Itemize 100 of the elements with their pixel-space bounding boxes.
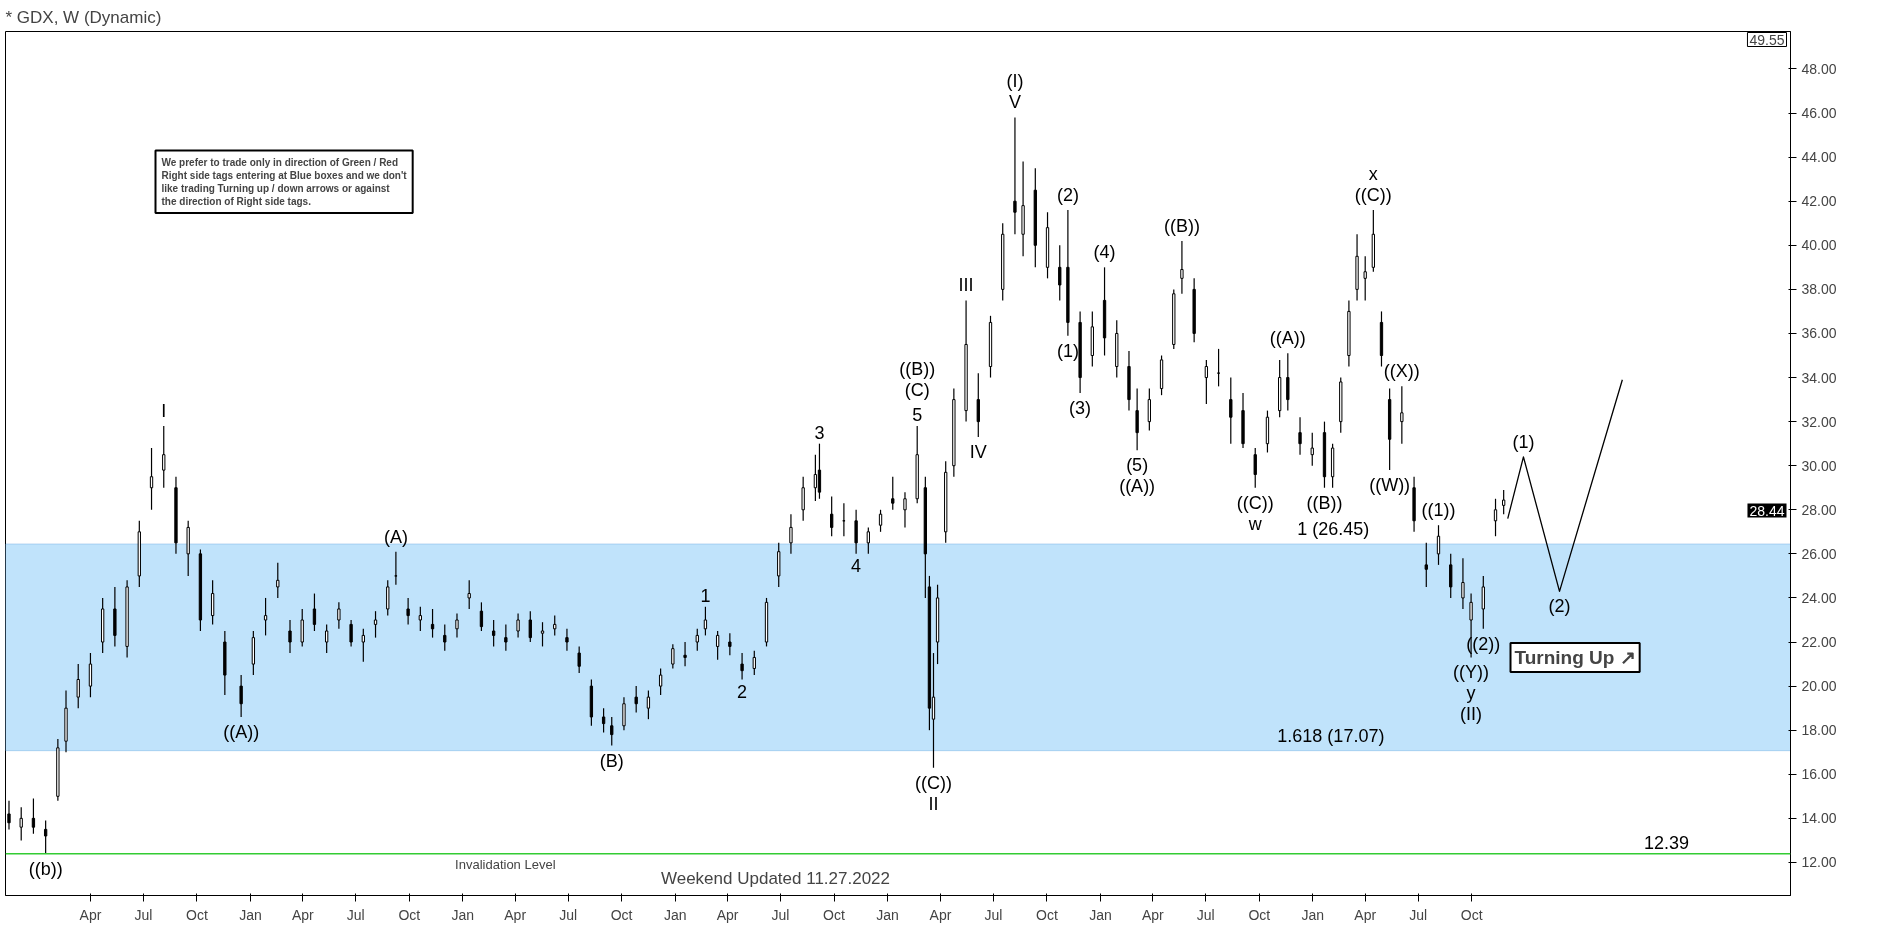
candlestick xyxy=(300,608,304,648)
x-tick-label: Jul xyxy=(134,906,153,923)
candlestick xyxy=(903,491,907,529)
y-tick-label: 16.00 xyxy=(1801,766,1837,783)
candlestick xyxy=(728,632,732,656)
candlestick xyxy=(1449,553,1453,599)
y-tick-label: 32.00 xyxy=(1801,413,1837,430)
annotation: 1 (26.45) xyxy=(1297,518,1370,539)
x-tick-label: Apr xyxy=(716,906,739,923)
y-tick-label: 30.00 xyxy=(1801,457,1837,474)
x-tick-label: Oct xyxy=(186,906,208,923)
candlestick xyxy=(1229,376,1233,445)
candlestick xyxy=(565,628,569,652)
candlestick xyxy=(1180,240,1184,295)
candlestick xyxy=(43,819,48,855)
candlestick xyxy=(817,443,822,500)
x-tick-label: Oct xyxy=(1036,906,1058,923)
candlestick xyxy=(671,643,675,670)
candlestick xyxy=(276,562,280,599)
annotation: We prefer to trade only in direction of Green / Red Right side tags entering at Blue boxes and we don't like trading Turning up / down arrows or against the direction of Right side tags. xyxy=(161,156,408,208)
candlestick xyxy=(646,689,651,720)
x-tick-label: Oct xyxy=(1248,906,1271,923)
annotation: (1) xyxy=(1512,431,1535,452)
candlestick xyxy=(312,592,317,632)
x-tick-label: Jul xyxy=(559,906,578,923)
candlestick xyxy=(76,663,80,709)
y-tick-label: 18.00 xyxy=(1801,722,1837,739)
annotation: (5) xyxy=(1126,455,1149,476)
x-tick-label: Apr xyxy=(291,906,315,923)
x-tick-label: Jan xyxy=(1301,906,1325,923)
candlestick xyxy=(1400,385,1404,445)
annotation: V xyxy=(1008,92,1021,113)
candlestick xyxy=(1216,348,1221,387)
candlestick xyxy=(553,614,557,637)
ref-line-label: Invalidation Level xyxy=(455,856,556,872)
y-tick-label: 38.00 xyxy=(1801,281,1837,298)
candlestick xyxy=(528,610,532,643)
annotation: Turning Up ↗ xyxy=(1514,647,1636,668)
x-tick-label: Jul xyxy=(1196,906,1215,923)
candlestick xyxy=(1363,255,1367,301)
candlestick xyxy=(610,716,614,747)
annotation: 12.39 xyxy=(1644,832,1690,853)
candlestick xyxy=(19,806,23,841)
candlestick xyxy=(1493,498,1498,537)
annotation: (2) xyxy=(1056,185,1079,206)
y-tick-label: 46.00 xyxy=(1801,105,1837,122)
candlestick xyxy=(467,579,471,610)
annotation: ((b)) xyxy=(28,858,63,879)
x-tick-label: Jan xyxy=(663,906,687,923)
annotation: 3 xyxy=(814,422,825,443)
candlestick xyxy=(830,495,834,537)
candlestick xyxy=(149,447,154,511)
annotation: (B) xyxy=(599,750,624,771)
annotation: ((C)) xyxy=(915,772,952,793)
annotation: ((A)) xyxy=(1119,476,1156,497)
x-tick-label: Jan xyxy=(876,906,899,923)
candlestick xyxy=(491,619,496,648)
y-tick-label: 34.00 xyxy=(1801,369,1837,386)
y-tick-label: 40.00 xyxy=(1801,237,1837,254)
candlestick xyxy=(878,509,883,533)
candlestick xyxy=(683,641,687,667)
candlestick xyxy=(162,425,166,489)
annotation: ((B)) xyxy=(899,359,936,380)
x-tick-label: Apr xyxy=(79,906,102,923)
annotation: 1 xyxy=(700,585,711,606)
candlestick xyxy=(1461,557,1465,610)
candlestick xyxy=(361,628,365,663)
y-tick-label: 24.00 xyxy=(1801,589,1837,606)
candlestick xyxy=(1436,524,1441,566)
candlestick xyxy=(1204,359,1209,405)
chart-title: * GDX, W (Dynamic) xyxy=(5,7,162,27)
annotation: III xyxy=(958,275,974,296)
annotation: ((Y)) xyxy=(1453,662,1490,683)
candlestick xyxy=(695,628,699,652)
annotation: ((A)) xyxy=(223,721,260,742)
candlestick xyxy=(325,623,329,654)
candlestick xyxy=(1058,244,1062,301)
candlestick xyxy=(740,652,744,681)
annotation: (C) xyxy=(904,380,930,401)
x-tick-label: Apr xyxy=(929,906,952,923)
annotation: (3) xyxy=(1069,397,1092,418)
x-tick-label: Jul xyxy=(1409,906,1428,923)
annotation: 2 xyxy=(737,681,748,702)
annotation: ((W)) xyxy=(1369,475,1411,496)
line-series xyxy=(1507,379,1624,592)
candlestick xyxy=(443,623,447,652)
candlestick xyxy=(752,650,756,676)
candlestick xyxy=(1502,489,1506,515)
candlestick xyxy=(577,645,581,674)
candlestick xyxy=(406,597,410,625)
candlestick xyxy=(1310,432,1314,467)
y-tick-label: 26.00 xyxy=(1801,545,1837,562)
candlestick xyxy=(854,509,858,555)
x-tick-label: Jul xyxy=(984,906,1003,923)
candlestick xyxy=(540,621,545,648)
candlestick xyxy=(418,606,422,632)
candlestick xyxy=(703,606,708,637)
annotation: y xyxy=(1466,683,1476,704)
x-tick-label: Jan xyxy=(451,906,475,923)
candlestick xyxy=(789,513,793,555)
